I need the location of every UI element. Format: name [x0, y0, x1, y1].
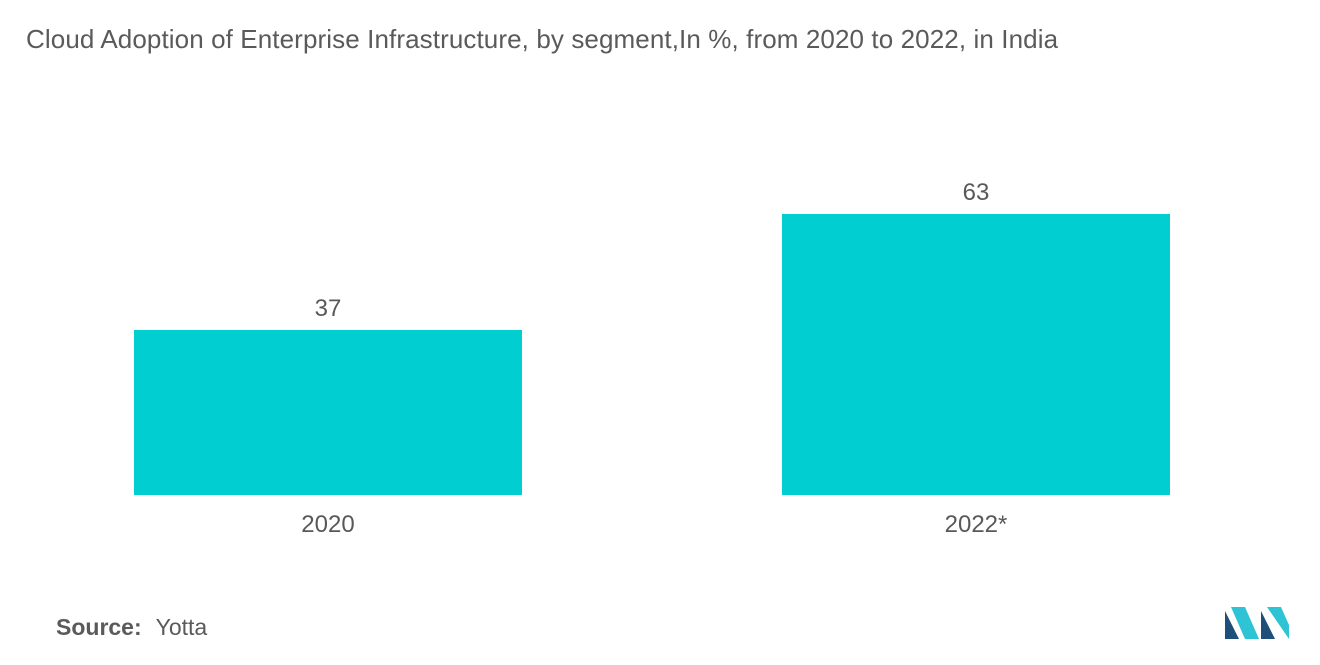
x-tick-label-2020: 2020: [301, 511, 354, 538]
mordor-intelligence-logo-icon: [1225, 607, 1289, 639]
data-label-2022: 63: [963, 179, 990, 206]
data-label-2020: 37: [315, 295, 342, 322]
x-tick-label-2022: 2022*: [945, 511, 1008, 538]
bar-2022: [782, 214, 1170, 495]
logo-far-shape: [1267, 607, 1289, 639]
source-value: Yotta: [155, 614, 208, 640]
chart-title: Cloud Adoption of Enterprise Infrastruct…: [26, 24, 1059, 54]
source-note: Source: Yotta: [56, 614, 207, 641]
bar-chart: 37 2020 63 2022*: [134, 179, 1170, 538]
source-label: Source:: [56, 614, 142, 640]
logo-left-shape: [1225, 611, 1239, 639]
bar-2020: [134, 329, 522, 495]
logo-right-shape: [1261, 611, 1275, 639]
logo-mid-shape: [1231, 607, 1259, 639]
